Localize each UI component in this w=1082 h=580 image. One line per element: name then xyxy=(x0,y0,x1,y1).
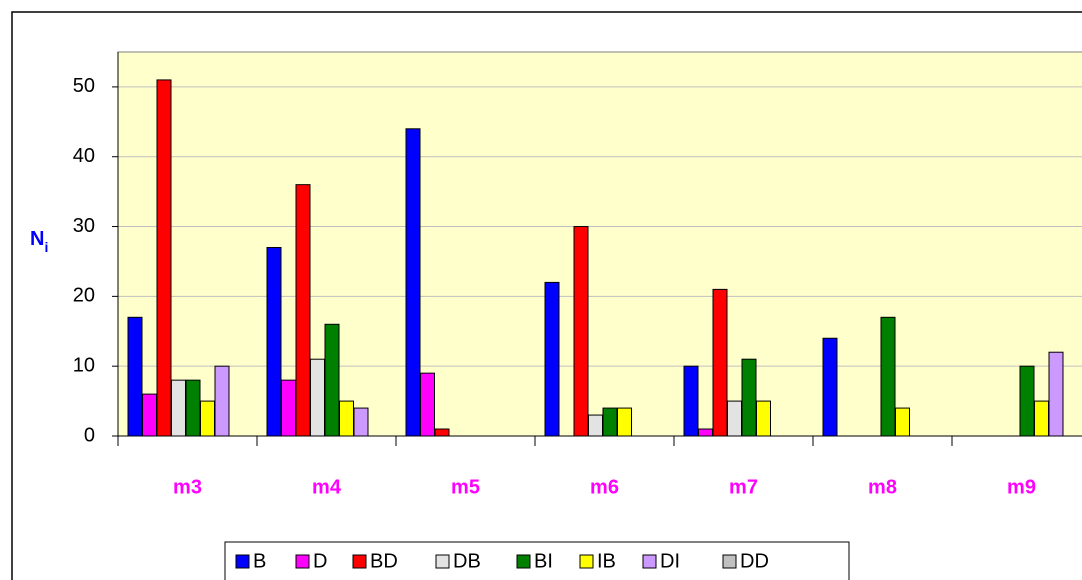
bar xyxy=(434,428,450,437)
legend-label: DB xyxy=(453,550,481,572)
legend-swatch xyxy=(435,554,450,569)
bar xyxy=(310,358,325,437)
bar xyxy=(185,379,201,437)
bar xyxy=(142,393,157,437)
legend-swatch xyxy=(722,554,737,569)
y-tick-label: 0 xyxy=(84,424,95,446)
y-label-main: N xyxy=(30,228,44,250)
y-tick-label: 10 xyxy=(73,354,95,376)
legend-label: DD xyxy=(740,550,769,572)
bar xyxy=(324,323,340,437)
bar xyxy=(727,400,742,437)
x-tick-label: m4 xyxy=(312,476,342,498)
y-tick-label: 30 xyxy=(73,215,95,237)
bar xyxy=(295,184,311,437)
x-tick-label: m6 xyxy=(590,476,619,498)
plot-area xyxy=(117,51,1082,437)
bar xyxy=(339,400,354,437)
legend-swatch xyxy=(352,554,367,569)
x-tick-label: m5 xyxy=(451,476,480,498)
bar xyxy=(1034,400,1049,437)
bar xyxy=(420,372,435,437)
bar xyxy=(171,379,186,437)
bar xyxy=(617,407,632,437)
bar xyxy=(895,407,910,437)
y-tick-label: 40 xyxy=(73,145,95,167)
legend-label: IB xyxy=(597,550,616,572)
x-tick-label: m3 xyxy=(173,476,202,498)
bar xyxy=(156,79,172,437)
bar xyxy=(822,337,838,437)
x-tick-label: m7 xyxy=(729,476,758,498)
legend-swatch xyxy=(579,554,594,569)
bar xyxy=(200,400,215,437)
bar xyxy=(544,281,560,437)
bar xyxy=(281,379,296,437)
y-tick-label: 20 xyxy=(73,285,95,307)
legend-swatch xyxy=(295,554,310,569)
bar xyxy=(405,128,421,437)
bar xyxy=(1019,365,1035,437)
bar xyxy=(127,316,143,437)
bar xyxy=(353,407,369,437)
bar xyxy=(741,358,757,437)
legend-swatch xyxy=(642,554,657,569)
legend-swatch xyxy=(235,554,250,569)
bar xyxy=(214,365,230,437)
x-tick-label: m9 xyxy=(1007,476,1036,498)
bar xyxy=(756,400,771,437)
bar xyxy=(588,414,603,437)
legend-box xyxy=(224,541,850,580)
legend-label: DI xyxy=(660,550,680,572)
y-label-sub: i xyxy=(44,239,48,255)
legend-label: BD xyxy=(370,550,398,572)
bar xyxy=(602,407,618,437)
legend-label: B xyxy=(253,550,266,572)
legend-label: BI xyxy=(534,550,553,572)
legend-label: D xyxy=(313,550,327,572)
bar xyxy=(683,365,699,437)
bar xyxy=(1048,351,1064,437)
y-tick-label: 50 xyxy=(73,75,95,97)
bar xyxy=(266,246,282,437)
bar xyxy=(698,428,713,437)
bar xyxy=(880,316,896,437)
y-axis-label: Ni xyxy=(30,228,48,254)
legend-swatch xyxy=(516,554,531,569)
bar xyxy=(573,226,589,437)
bar xyxy=(712,288,728,437)
x-tick-label: m8 xyxy=(868,476,897,498)
